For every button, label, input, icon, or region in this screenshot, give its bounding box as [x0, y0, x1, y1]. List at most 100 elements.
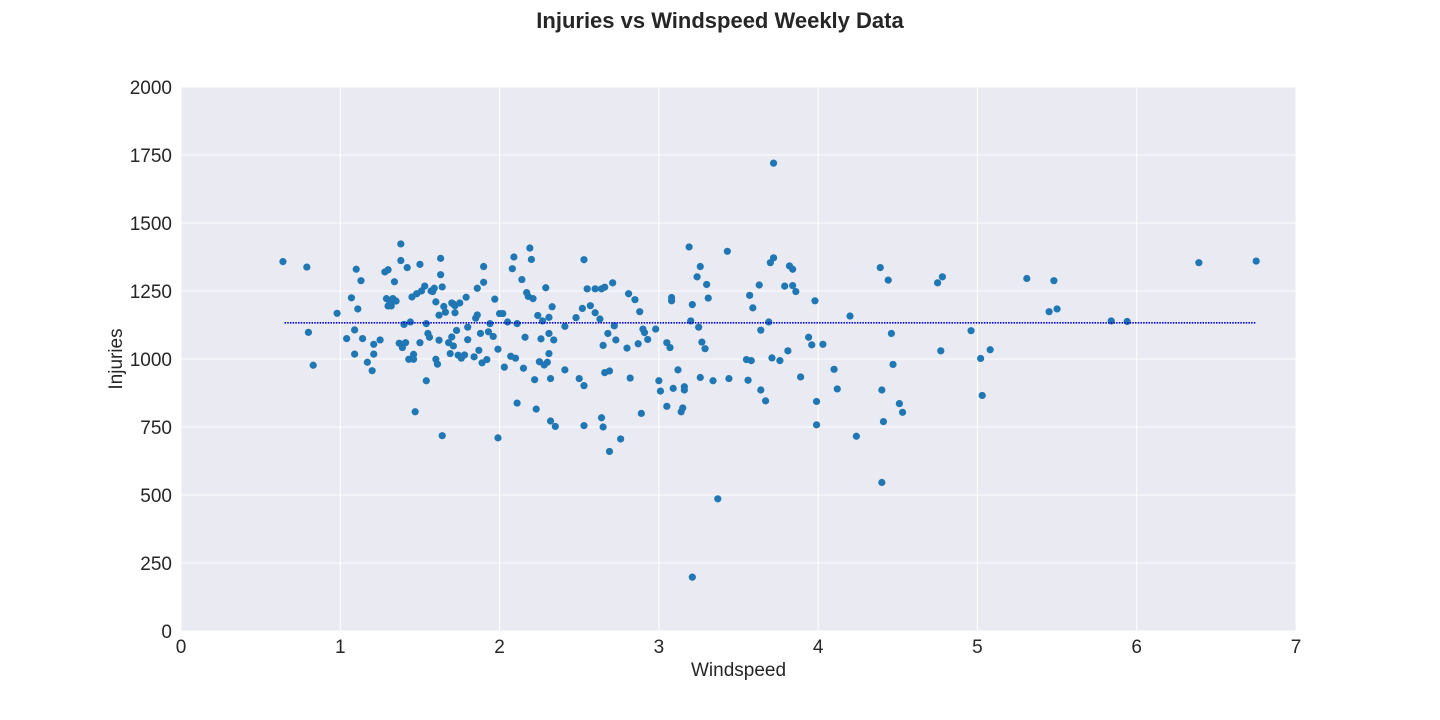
- data-point: [666, 343, 674, 352]
- data-point: [406, 318, 414, 326]
- data-point: [698, 338, 706, 346]
- data-point: [513, 320, 521, 328]
- data-point: [438, 432, 446, 440]
- data-point: [363, 358, 371, 366]
- data-point: [400, 320, 408, 329]
- data-point: [510, 253, 518, 261]
- data-point: [494, 345, 502, 353]
- data-point: [636, 308, 644, 316]
- data-point: [575, 374, 583, 383]
- data-point: [640, 329, 649, 337]
- x-axis-ticks: 0 1 2 3 4 5 6 7: [176, 637, 1302, 658]
- grid-lines: [180, 86, 1297, 632]
- data-point: [1023, 274, 1031, 283]
- data-point: [934, 279, 942, 287]
- data-point: [484, 328, 493, 336]
- data-point: [792, 287, 800, 296]
- data-point: [938, 273, 946, 281]
- data-point: [532, 405, 540, 413]
- data-point: [596, 315, 604, 323]
- data-point: [494, 434, 502, 442]
- data-point: [473, 284, 481, 292]
- data-point: [351, 350, 359, 358]
- data-point: [550, 336, 558, 344]
- data-point: [503, 318, 512, 326]
- data-point: [403, 264, 411, 272]
- data-point: [347, 294, 356, 302]
- data-point: [663, 402, 671, 410]
- chart-title: Injuries vs Windspeed Weekly Data: [536, 8, 904, 33]
- data-point: [430, 284, 438, 292]
- y-tick-label: 1500: [130, 214, 172, 235]
- data-point: [542, 284, 550, 292]
- data-point: [768, 354, 776, 362]
- data-point: [797, 373, 805, 381]
- data-point: [898, 408, 907, 416]
- data-point: [656, 387, 665, 395]
- data-point: [583, 285, 591, 293]
- data-point: [448, 333, 456, 341]
- data-point: [491, 295, 499, 303]
- data-point: [631, 296, 639, 304]
- data-point: [462, 293, 470, 301]
- data-point: [626, 374, 634, 382]
- data-point: [1195, 259, 1203, 267]
- y-axis-label: Injuries: [106, 328, 127, 389]
- data-point: [967, 327, 975, 335]
- data-point: [612, 336, 620, 344]
- data-point: [685, 243, 693, 251]
- data-point: [781, 282, 789, 290]
- data-point: [884, 276, 892, 284]
- data-point: [464, 336, 472, 344]
- data-point: [693, 273, 701, 281]
- data-point: [808, 341, 816, 349]
- data-point: [527, 255, 536, 264]
- data-point: [634, 340, 642, 348]
- data-point: [1050, 277, 1058, 285]
- data-point: [580, 422, 588, 430]
- data-point: [437, 254, 445, 262]
- y-tick-label: 1000: [130, 350, 172, 371]
- data-point: [811, 297, 819, 305]
- data-point: [452, 326, 461, 335]
- data-point: [480, 262, 488, 271]
- x-tick-label: 1: [335, 637, 346, 658]
- x-tick-label: 4: [813, 637, 824, 658]
- data-point: [545, 313, 553, 321]
- data-point: [755, 281, 763, 289]
- data-point: [769, 254, 778, 262]
- data-point: [819, 340, 827, 348]
- data-point: [617, 435, 625, 443]
- data-point: [421, 282, 429, 290]
- data-point: [688, 301, 696, 309]
- data-point: [937, 347, 945, 355]
- data-point: [696, 373, 704, 382]
- data-point: [304, 328, 313, 336]
- data-point: [409, 355, 418, 363]
- data-point: [351, 326, 359, 334]
- data-point: [696, 262, 704, 271]
- data-point: [435, 311, 443, 319]
- data-point: [422, 377, 430, 385]
- data-point: [878, 386, 886, 394]
- data-point: [397, 240, 405, 248]
- data-point: [604, 329, 612, 338]
- data-point: [437, 271, 445, 279]
- data-point: [747, 357, 755, 365]
- x-tick-label: 2: [494, 637, 505, 658]
- data-point: [714, 495, 722, 503]
- y-tick-label: 1750: [130, 146, 172, 167]
- data-point: [674, 366, 682, 374]
- data-point: [846, 312, 854, 320]
- data-point: [511, 354, 520, 362]
- data-point: [354, 305, 362, 313]
- data-point: [545, 349, 553, 358]
- data-point: [879, 417, 888, 426]
- data-point: [655, 377, 663, 385]
- data-point: [586, 302, 594, 310]
- data-point: [679, 404, 687, 412]
- data-point: [746, 291, 754, 299]
- x-axis-label: Windspeed: [691, 660, 786, 681]
- data-point: [812, 421, 821, 429]
